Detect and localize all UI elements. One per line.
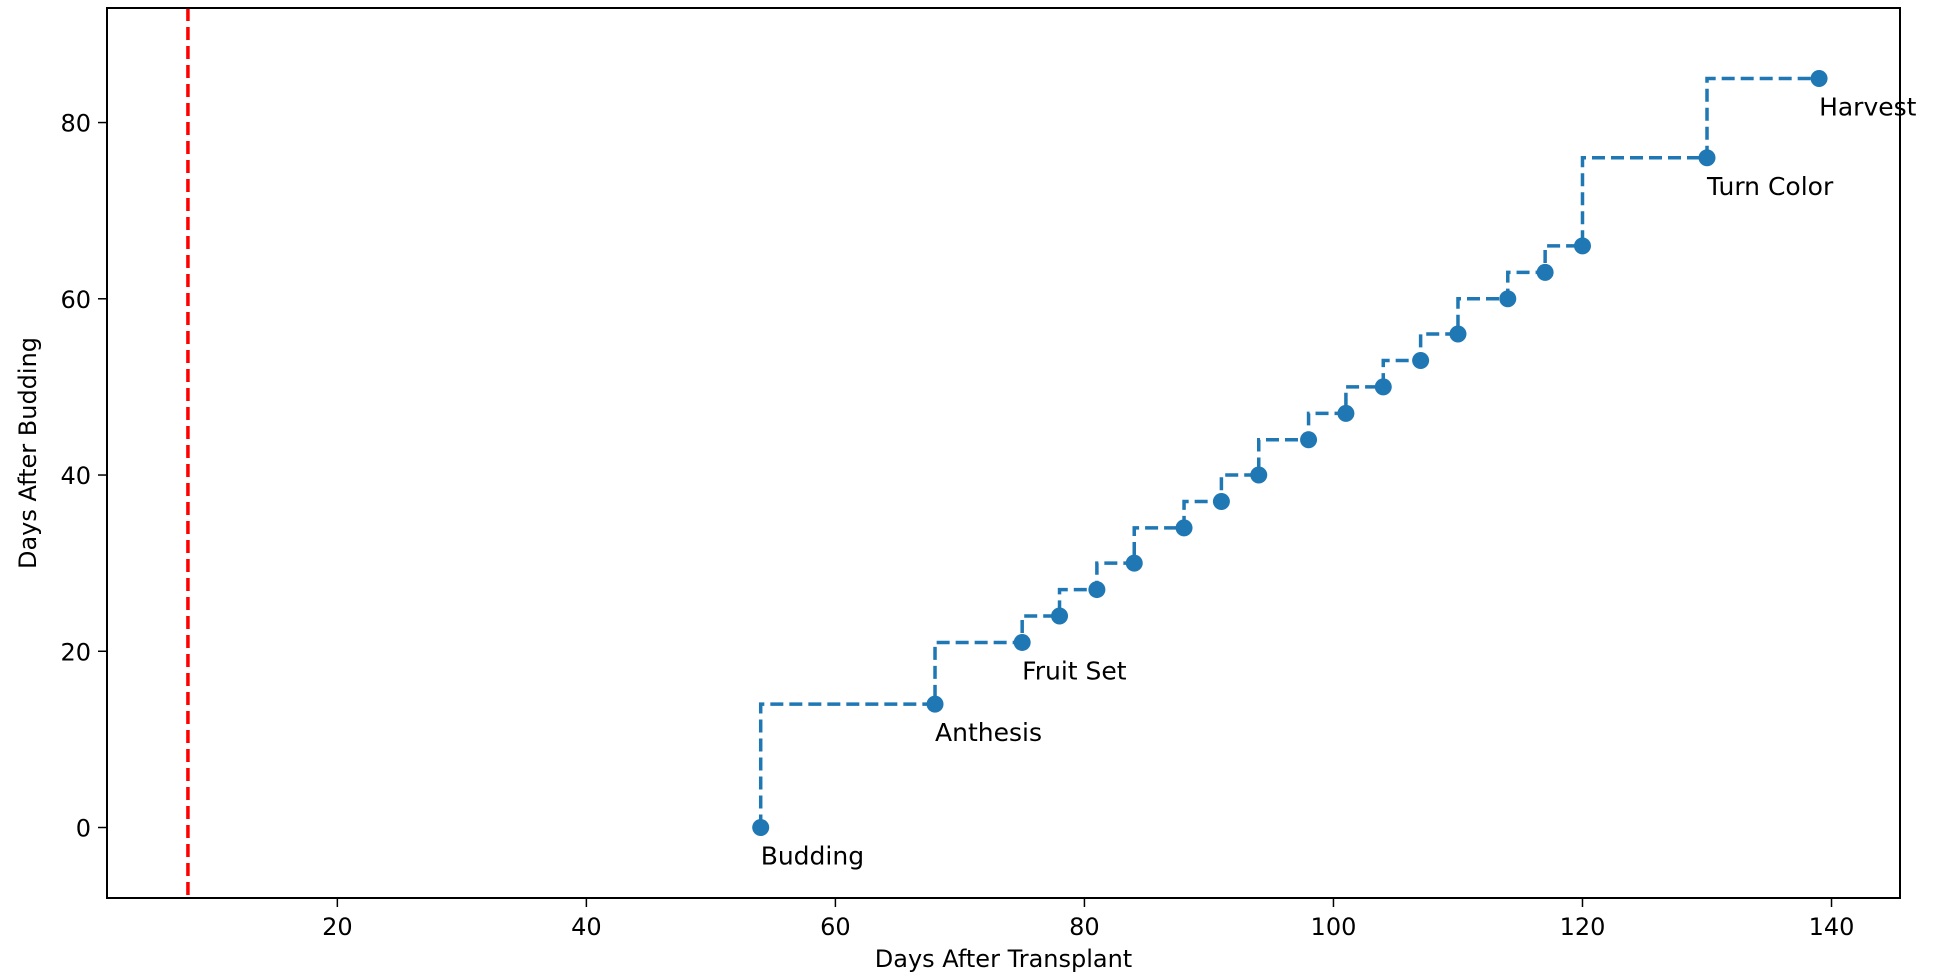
- x-tick-label: 120: [1560, 913, 1606, 941]
- y-tick-label: 80: [60, 110, 91, 138]
- annotation-group: Budding Anthesis Fruit Set Turn Color Harves…: [761, 92, 1917, 870]
- annotation-label: Fruit Set: [1022, 656, 1127, 685]
- data-point: [1810, 69, 1828, 87]
- data-point: [1698, 149, 1716, 167]
- data-point: [1250, 466, 1268, 484]
- data-point: [1300, 431, 1318, 449]
- data-point: [1337, 404, 1355, 422]
- data-point: [1175, 519, 1193, 537]
- data-point: [1499, 290, 1517, 308]
- y-tick-label: 20: [60, 638, 91, 666]
- x-tick-label: 100: [1311, 913, 1357, 941]
- data-point: [1449, 325, 1467, 343]
- y-tick-label: 60: [60, 286, 91, 314]
- y-tick-label: 40: [60, 462, 91, 490]
- annotation-label: Harvest: [1819, 92, 1917, 121]
- y-axis-label: Days After Budding: [14, 337, 42, 569]
- x-tick-label: 140: [1809, 913, 1855, 941]
- annotation-label: Anthesis: [935, 718, 1042, 747]
- ticks-group: 20 40 60 80 100 120 140 0 20 40 60 80: [60, 110, 1854, 941]
- data-point: [752, 819, 770, 837]
- data-point: [1212, 492, 1230, 510]
- annotation-label: Turn Color: [1706, 172, 1834, 201]
- data-point: [1536, 263, 1554, 281]
- data-point: [1051, 607, 1069, 625]
- x-tick-label: 80: [1069, 913, 1100, 941]
- x-tick-label: 20: [322, 913, 353, 941]
- x-tick-label: 40: [571, 913, 602, 941]
- plot-frame: [106, 7, 1901, 899]
- data-point: [1573, 237, 1591, 255]
- annotation-label: Budding: [761, 842, 864, 871]
- data-point: [926, 695, 944, 713]
- axes-group: [106, 7, 1901, 899]
- y-tick-label: 0: [76, 815, 91, 843]
- series-step-line: [758, 76, 1820, 828]
- data-point: [1125, 554, 1143, 572]
- series-group: [752, 69, 1828, 837]
- x-axis-label: Days After Transplant: [875, 945, 1132, 973]
- data-point: [1013, 633, 1031, 651]
- data-point: [1088, 581, 1106, 599]
- data-point: [1374, 378, 1392, 396]
- x-tick-label: 60: [820, 913, 851, 941]
- data-point: [1412, 351, 1430, 369]
